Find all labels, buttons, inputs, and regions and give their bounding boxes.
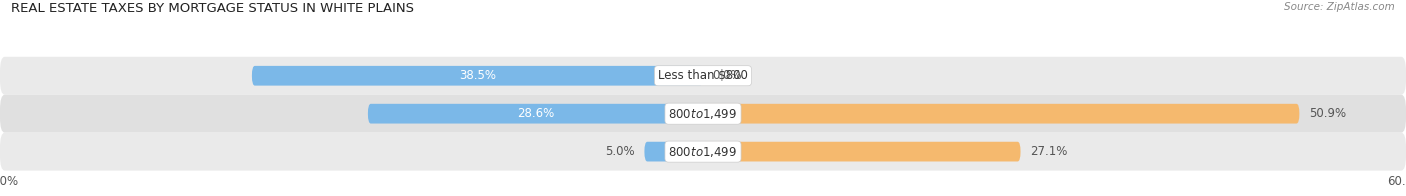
Text: 5.0%: 5.0% [606,145,636,158]
FancyBboxPatch shape [703,104,1299,123]
FancyBboxPatch shape [0,57,1406,95]
FancyBboxPatch shape [644,142,703,162]
FancyBboxPatch shape [368,104,703,123]
Text: 0.0%: 0.0% [713,69,742,82]
Text: $800 to $1,499: $800 to $1,499 [668,145,738,159]
Text: 50.9%: 50.9% [1309,107,1346,120]
FancyBboxPatch shape [0,95,1406,133]
FancyBboxPatch shape [703,142,1021,162]
Text: 38.5%: 38.5% [458,69,496,82]
Text: REAL ESTATE TAXES BY MORTGAGE STATUS IN WHITE PLAINS: REAL ESTATE TAXES BY MORTGAGE STATUS IN … [11,2,415,15]
Text: Less than $800: Less than $800 [658,69,748,82]
FancyBboxPatch shape [252,66,703,86]
Text: Source: ZipAtlas.com: Source: ZipAtlas.com [1284,2,1395,12]
Text: 28.6%: 28.6% [517,107,554,120]
Text: $800 to $1,499: $800 to $1,499 [668,107,738,121]
Text: 27.1%: 27.1% [1029,145,1067,158]
FancyBboxPatch shape [0,133,1406,171]
